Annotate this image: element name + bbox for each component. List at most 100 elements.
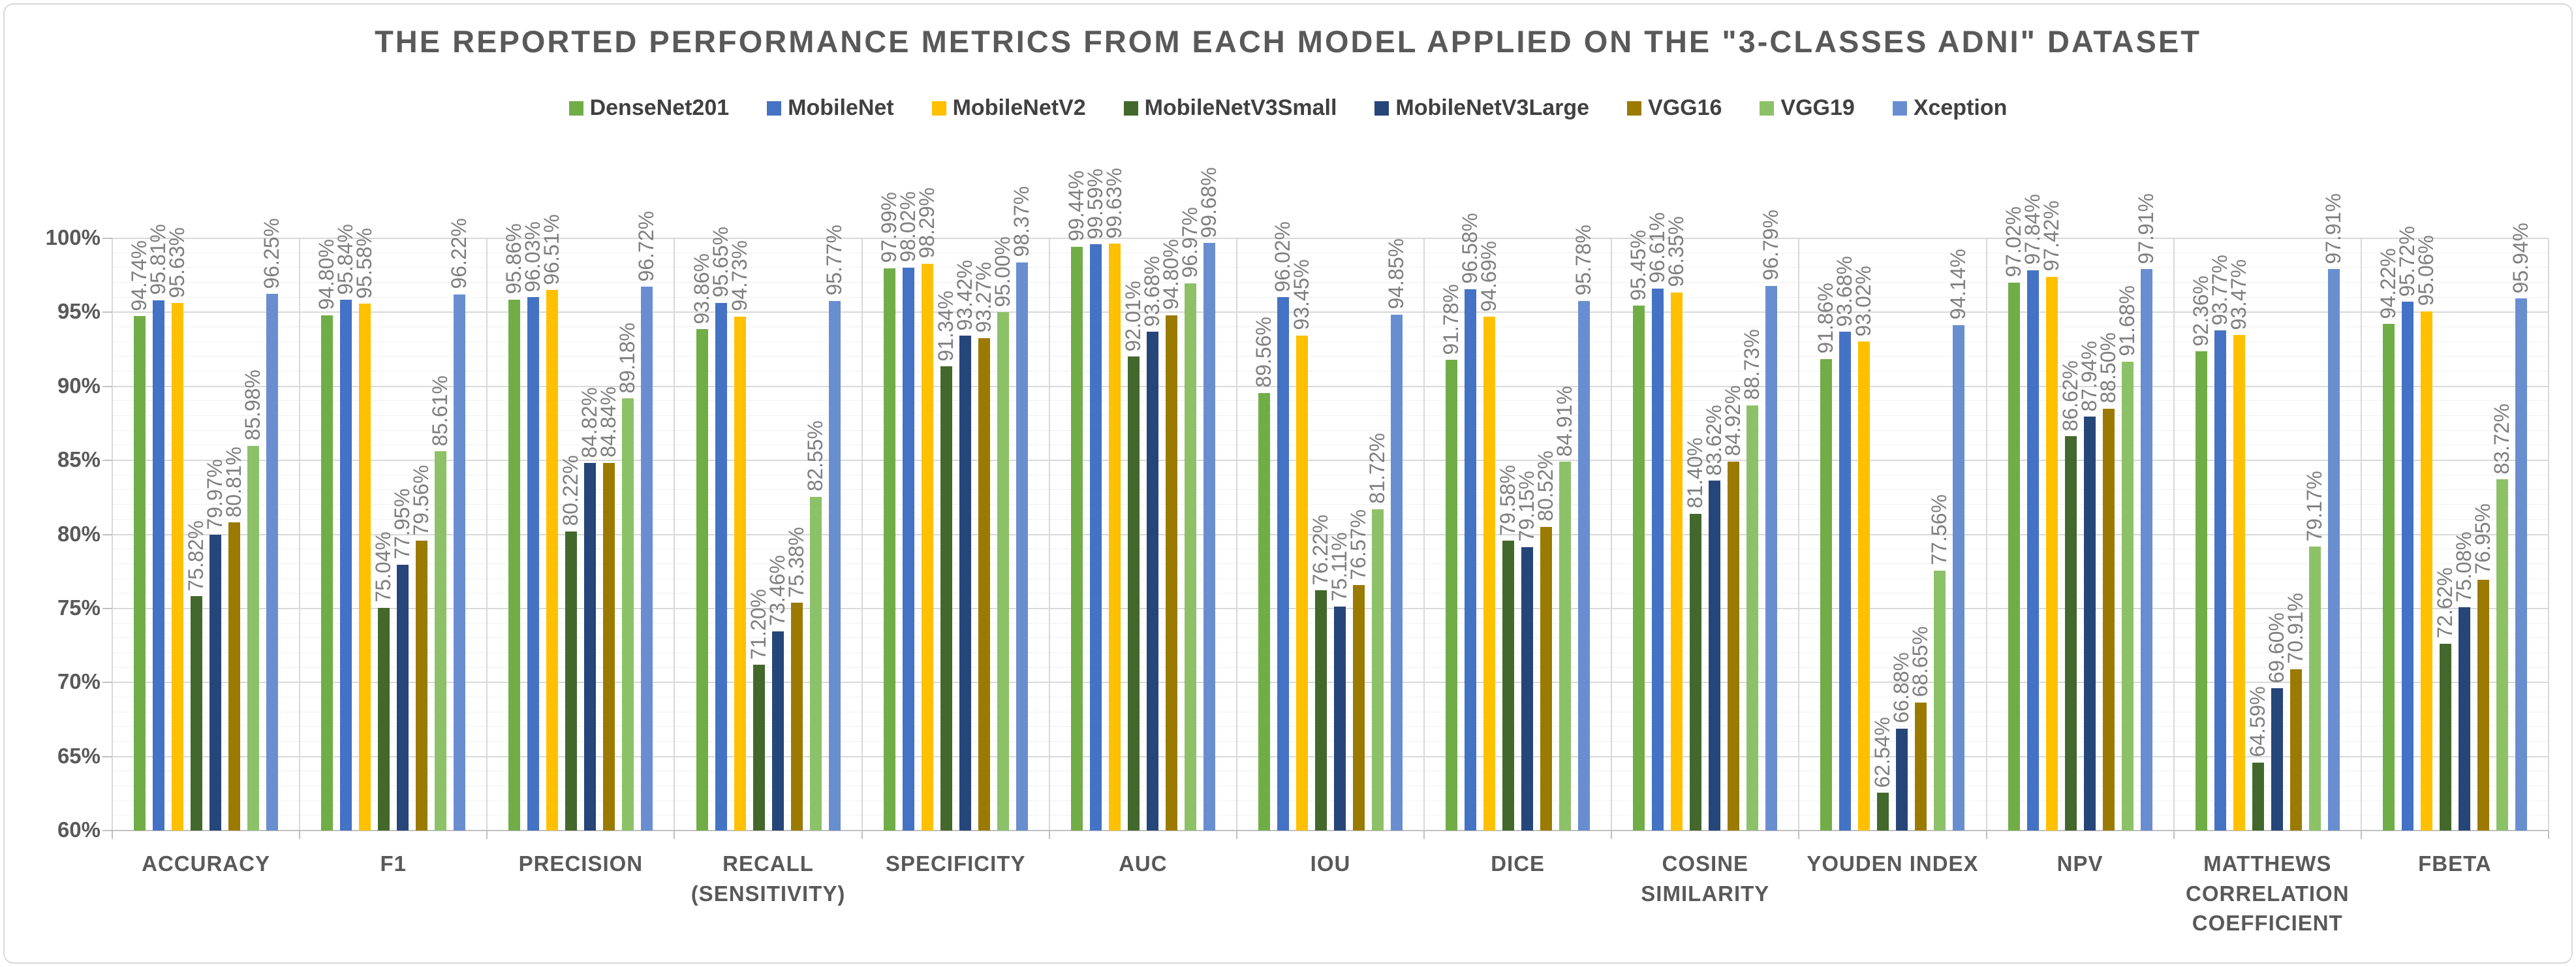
bar-mobilenetv3small-12 [2439, 643, 2451, 831]
y-axis-tick [102, 238, 112, 239]
bar-vgg16-1 [416, 541, 428, 831]
bar-densenet201-3 [696, 329, 708, 831]
category-gridline [1985, 238, 1987, 831]
major-gridline [112, 533, 2549, 535]
bar-vgg19-4 [997, 312, 1009, 831]
bar-value-label: 98.37% [1009, 186, 1033, 257]
category-gridline [299, 238, 301, 831]
bar-value-label: 79.17% [2302, 470, 2326, 542]
bar-vgg16-8 [1728, 461, 1740, 831]
bar-vgg16-7 [1540, 526, 1553, 831]
bar-mobilenetv3small-2 [565, 531, 578, 831]
legend-label: DenseNet201 [589, 95, 730, 120]
minor-gridline [112, 356, 2549, 357]
category-gridline [674, 238, 675, 831]
major-gridline [112, 755, 2549, 757]
bar-value-label: 64.59% [2245, 686, 2269, 757]
x-axis-category-label: NPV [2056, 851, 2103, 876]
bar-mobilenetv3large-6 [1334, 607, 1346, 831]
minor-gridline [112, 667, 2549, 668]
minor-gridline [112, 593, 2549, 594]
bar-value-label: 80.52% [1534, 451, 1558, 522]
minor-gridline [112, 740, 2549, 742]
y-axis-tick [102, 533, 112, 535]
legend-label: VGG16 [1648, 95, 1722, 120]
bar-mobilenet-1 [340, 300, 352, 831]
category-gridline [1423, 238, 1425, 831]
legend-item: MobileNetV3Small [1123, 95, 1337, 121]
bar-mobilenet-3 [715, 302, 727, 831]
legend-item: MobileNetV3Large [1374, 95, 1589, 121]
minor-gridline [112, 622, 2549, 624]
legend-label: VGG19 [1780, 95, 1855, 120]
bar-mobilenet-11 [2214, 330, 2226, 831]
bar-mobilenetv3small-0 [191, 596, 203, 831]
bar-mobilenetv3small-6 [1315, 590, 1327, 831]
bar-value-label: 95.58% [352, 227, 377, 299]
x-axis-tick [1423, 831, 1425, 839]
bar-vgg19-12 [2496, 479, 2508, 831]
bar-densenet201-9 [1820, 358, 1833, 831]
bar-mobilenet-2 [527, 297, 540, 831]
bar-mobilenetv2-9 [1858, 341, 1870, 831]
bar-xception-9 [1953, 325, 1965, 831]
bar-value-label: 91.78% [1439, 283, 1463, 355]
legend-label: Xception [1913, 95, 2008, 120]
bar-mobilenetv3small-7 [1502, 541, 1515, 831]
x-axis-tick [2173, 831, 2175, 839]
minor-gridline [112, 430, 2549, 431]
y-axis-tick [102, 682, 112, 684]
bar-value-label: 77.56% [1927, 494, 1951, 565]
bar-mobilenet-8 [1652, 288, 1664, 831]
bar-value-label: 75.38% [784, 526, 808, 598]
bar-value-label: 93.45% [1290, 259, 1313, 330]
legend-swatch [767, 101, 782, 116]
bar-mobilenet-6 [1277, 297, 1289, 831]
bar-mobilenetv2-4 [921, 263, 933, 831]
minor-gridline [112, 282, 2549, 283]
category-gridline [1798, 238, 1800, 831]
bar-value-label: 96.22% [447, 218, 471, 289]
bar-vgg19-10 [2121, 361, 2134, 831]
x-axis-tick [2548, 831, 2549, 839]
bar-xception-12 [2515, 298, 2527, 831]
bar-mobilenetv2-11 [2233, 335, 2245, 831]
bar-value-label: 80.22% [559, 454, 583, 526]
bar-vgg19-1 [435, 451, 447, 831]
bar-vgg19-7 [1559, 462, 1572, 831]
bar-xception-2 [641, 287, 653, 831]
bar-mobilenetv3small-4 [940, 366, 952, 831]
bar-value-label: 94.85% [1384, 238, 1408, 309]
y-axis-label: 60% [57, 817, 101, 842]
x-axis-tick [1985, 831, 1987, 839]
bar-densenet201-7 [1446, 360, 1458, 831]
bar-value-label: 84.84% [597, 387, 621, 458]
bar-mobilenetv3small-3 [753, 665, 765, 831]
bar-mobilenetv3small-11 [2252, 762, 2264, 831]
bar-xception-0 [266, 294, 279, 831]
bar-value-label: 76.95% [2470, 503, 2494, 575]
x-axis-category-label: YOUDEN INDEX [1807, 851, 1979, 876]
bar-mobilenet-0 [153, 300, 165, 831]
y-axis-label: 70% [57, 669, 101, 694]
minor-gridline [112, 400, 2549, 402]
bar-mobilenetv3large-5 [1146, 332, 1158, 831]
x-axis-category-label: RECALL (SENSITIVITY) [691, 851, 846, 906]
bar-vgg16-12 [2477, 579, 2489, 831]
legend-label: MobileNetV3Small [1144, 95, 1337, 120]
bar-densenet201-12 [2382, 324, 2395, 831]
x-axis-tick [1798, 831, 1800, 839]
bar-mobilenetv3large-8 [1709, 481, 1721, 831]
bar-value-label: 96.51% [540, 214, 564, 285]
minor-gridline [112, 637, 2549, 639]
legend-label: MobileNetV3Large [1395, 95, 1590, 120]
bar-value-label: 96.72% [634, 210, 659, 282]
legend-swatch [1374, 101, 1389, 116]
bar-mobilenetv2-7 [1483, 317, 1496, 831]
bar-value-label: 97.91% [2134, 193, 2158, 264]
bar-value-label: 81.72% [1365, 432, 1389, 504]
bar-value-label: 95.06% [2413, 235, 2438, 307]
legend-swatch [1760, 101, 1775, 116]
minor-gridline [112, 770, 2549, 772]
bar-mobilenetv3large-4 [959, 336, 971, 831]
